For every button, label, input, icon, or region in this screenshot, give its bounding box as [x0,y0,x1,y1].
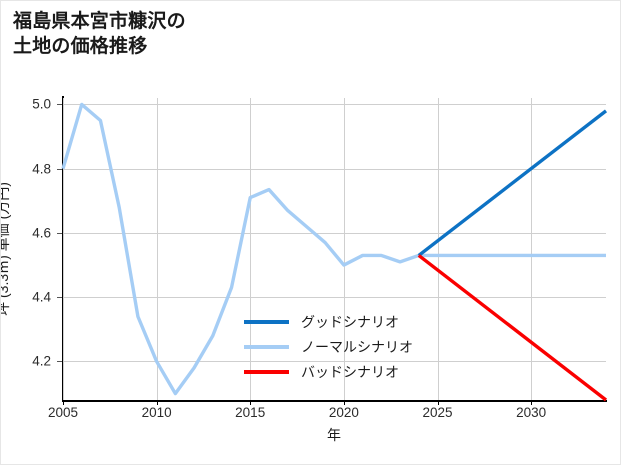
gridline-vertical [63,98,64,400]
gridline-vertical [156,98,158,400]
y-tick-mark [57,168,62,170]
x-tick-mark [250,401,252,405]
gridline-horizontal [63,232,606,234]
gridline-horizontal [63,361,606,363]
y-axis-label: 坪 (3.3㎡) 単価 (万円) [0,182,11,316]
x-axis-spine [62,400,607,402]
y-tick-label: 4.4 [32,289,51,305]
x-tick-label: 2010 [141,405,172,420]
x-tick-mark [437,401,439,405]
x-tick-mark [343,401,345,405]
legend-color-swatch [244,345,289,349]
legend-item-bad-scenario[interactable]: バッドシナリオ [244,363,413,381]
series-layer [61,102,608,402]
plot-area [61,98,608,402]
chart-legend: グッドシナリオ ノーマルシナリオ バッドシナリオ [244,313,413,381]
gridline-horizontal [63,297,606,299]
x-tick-mark [156,401,158,405]
page-title: 福島県本宮市糠沢の 土地の価格推移 [13,11,186,58]
legend-color-swatch [244,320,289,324]
gridline-vertical [343,98,345,400]
y-tick-mark [57,232,62,234]
x-tick-mark [63,401,64,405]
x-tick-label: 2005 [47,405,79,420]
legend-label: バッドシナリオ [301,364,399,380]
gridline-vertical [531,98,533,400]
y-tick-label: 5.0 [32,96,51,112]
gridline-horizontal [63,168,606,170]
legend-label: グッドシナリオ [301,314,399,330]
legend-item-good-scenario[interactable]: グッドシナリオ [244,313,413,331]
x-axis-label: 年 [327,427,341,443]
y-tick-mark [57,104,62,106]
x-tick-label: 2030 [516,405,547,420]
y-tick-mark [57,361,62,363]
legend-label: ノーマルシナリオ [301,339,413,355]
x-tick-mark [531,401,533,405]
series-line [61,102,606,396]
series-line [417,254,608,402]
x-tick-label: 2020 [328,405,359,420]
x-tick-label: 2015 [235,405,266,420]
legend-item-normal-scenario[interactable]: ノーマルシナリオ [244,338,413,356]
y-tick-label: 4.2 [32,353,51,369]
y-tick-label: 4.6 [32,225,51,241]
gridline-vertical [437,98,439,400]
legend-color-swatch [244,370,289,374]
series-line [417,109,608,257]
y-tick-label: 4.8 [32,161,51,177]
gridline-vertical [250,98,252,400]
gridline-horizontal [63,104,606,106]
x-tick-label: 2025 [422,405,453,420]
y-tick-mark [57,297,62,299]
